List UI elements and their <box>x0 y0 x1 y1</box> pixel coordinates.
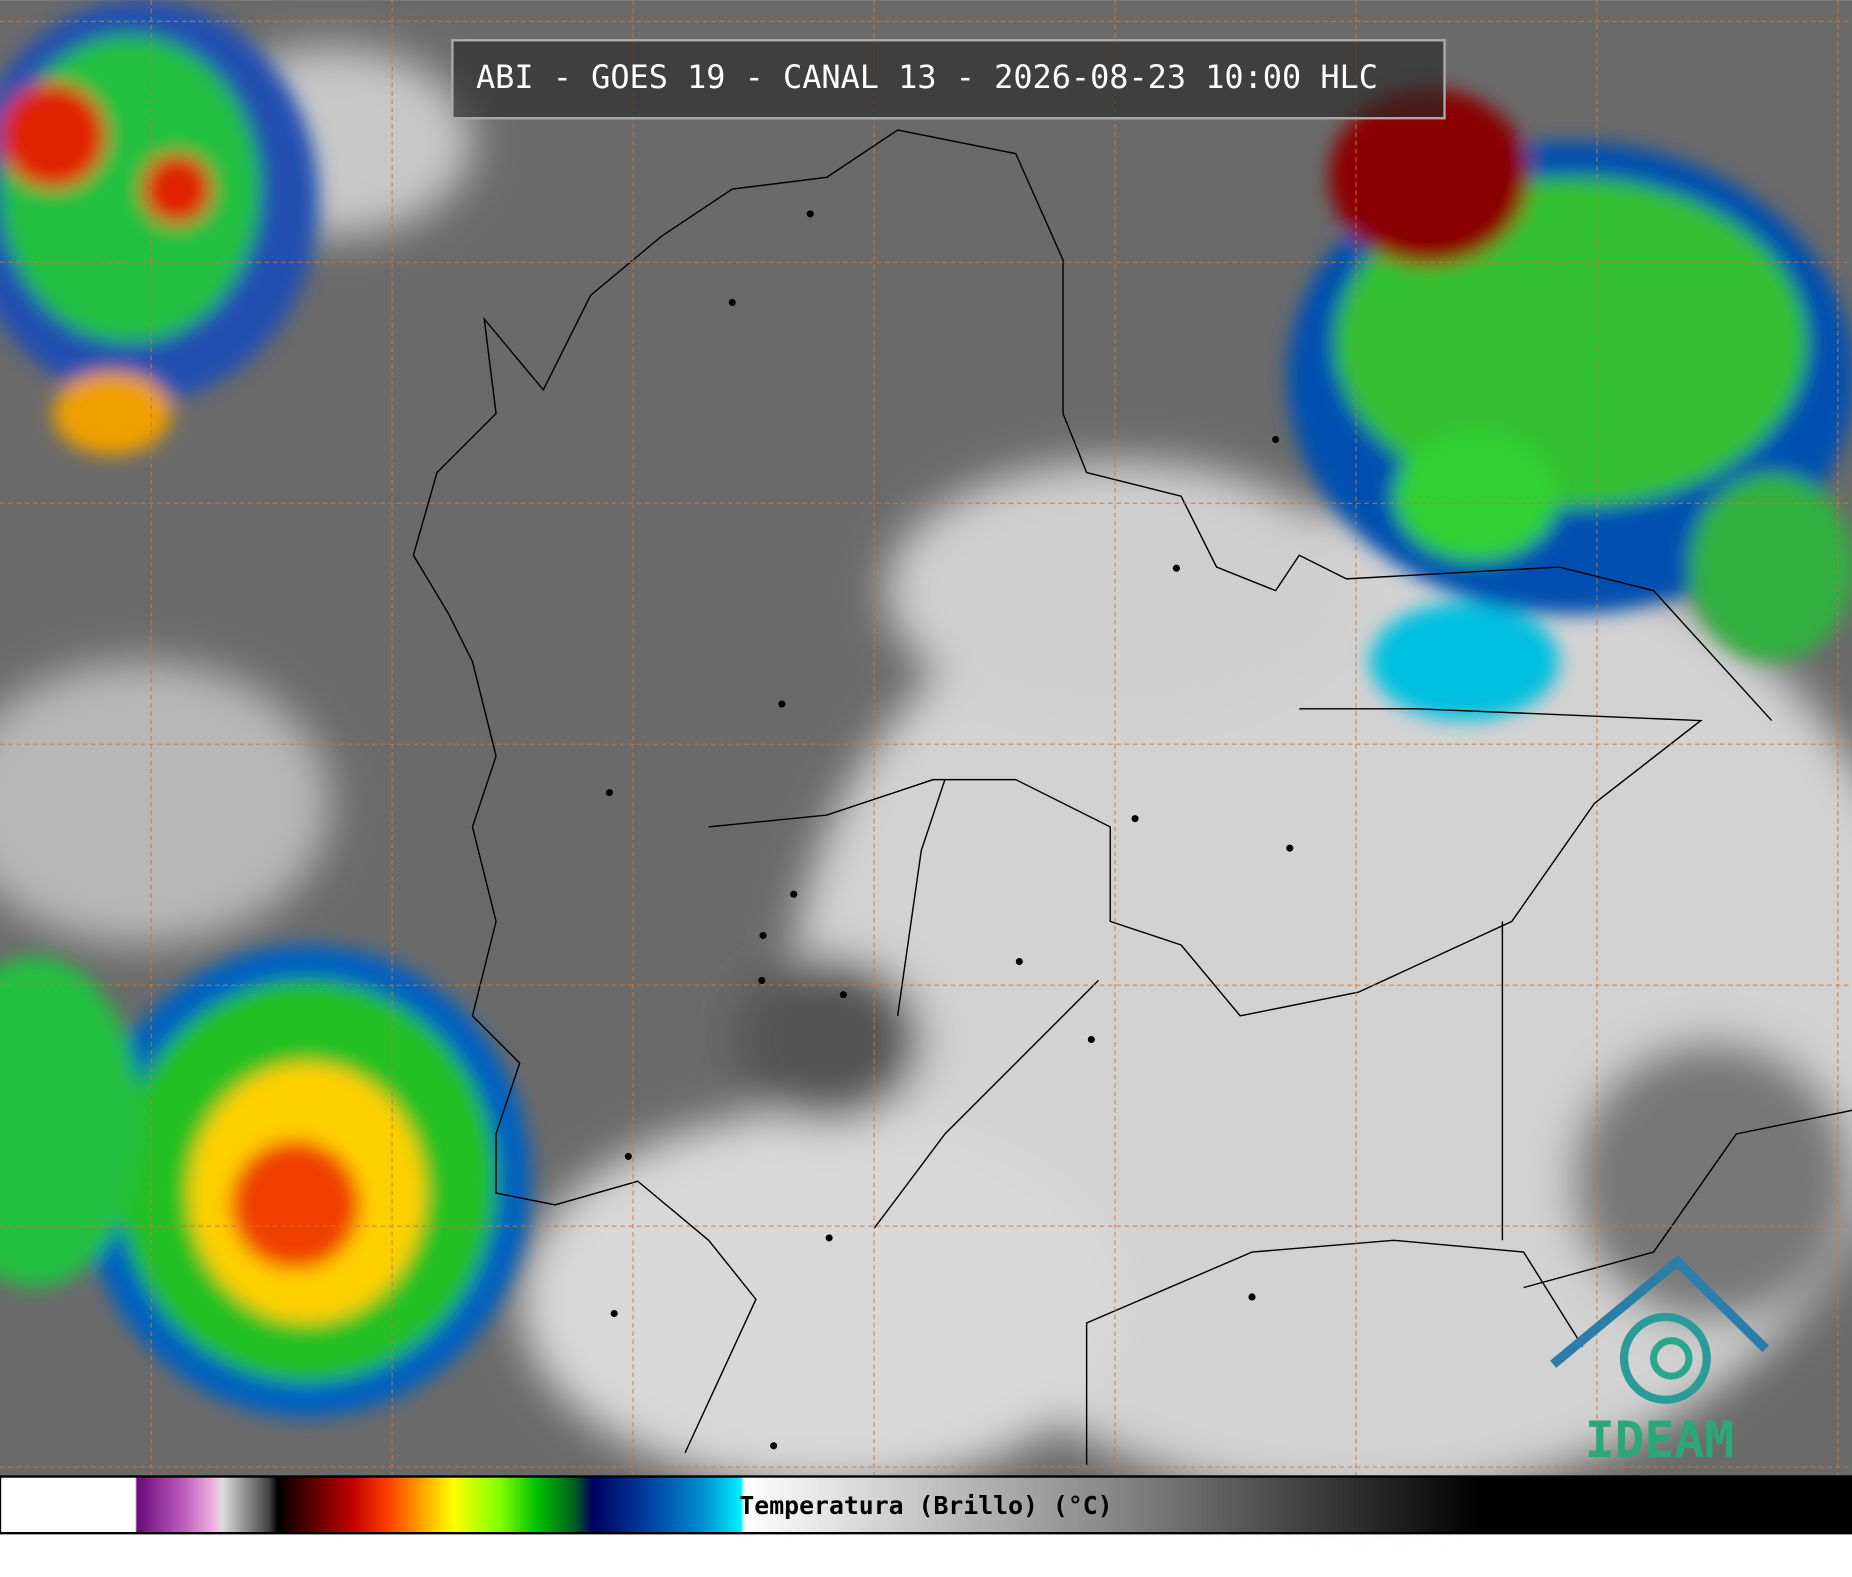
colorbar-label: Temperatura (Brillo) (°C) <box>739 1491 1112 1520</box>
title-box: ABI - GOES 19 - CANAL 13 - 2026-08-23 10… <box>451 39 1446 120</box>
borders <box>412 129 1852 1465</box>
colorbar: Temperatura (Brillo) (°C) <box>0 1475 1852 1535</box>
lat-lon-grid <box>0 0 1852 1477</box>
imagery <box>0 0 1852 1500</box>
title: ABI - GOES 19 - CANAL 13 - 2026-08-23 10… <box>476 58 1378 96</box>
cities <box>605 210 1294 1450</box>
logo-text: IDEAM <box>1585 1411 1734 1469</box>
logo: IDEAM <box>1550 1255 1770 1469</box>
